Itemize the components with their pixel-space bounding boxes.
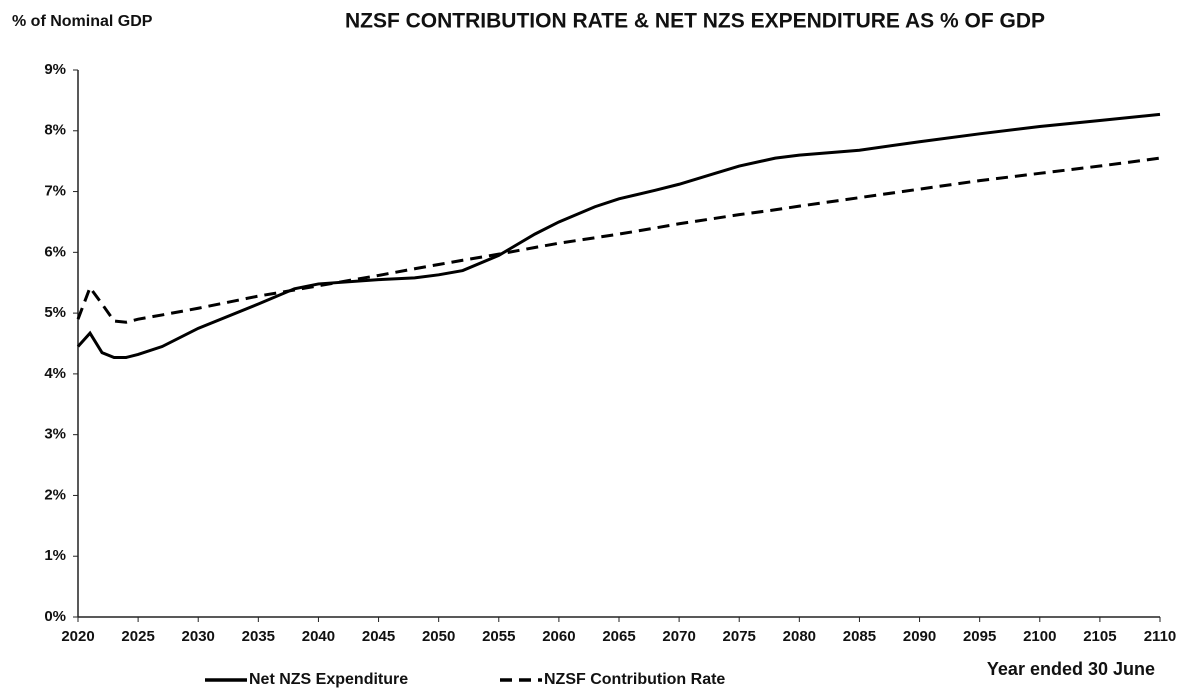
chart-title: NZSF CONTRIBUTION RATE & NET NZS EXPENDI… [345, 10, 1045, 33]
y-tick-label: 7% [44, 183, 66, 200]
x-tick-label: 2095 [963, 628, 996, 645]
x-axis-label: Year ended 30 June [987, 659, 1155, 679]
y-tick-label: 3% [44, 426, 66, 443]
legend-label: Net NZS Expenditure [249, 671, 408, 688]
x-tick-label: 2030 [182, 628, 215, 645]
x-tick-label: 2075 [723, 628, 756, 645]
x-tick-label: 2050 [422, 628, 455, 645]
x-tick-label: 2090 [903, 628, 936, 645]
y-tick-label: 6% [44, 243, 66, 260]
y-tick-label: 0% [44, 608, 66, 625]
x-tick-label: 2080 [783, 628, 816, 645]
y-tick-label: 1% [44, 547, 66, 564]
x-tick-label: 2105 [1083, 628, 1116, 645]
x-tick-label: 2085 [843, 628, 876, 645]
y-tick-label: 9% [44, 61, 66, 78]
x-tick-label: 2040 [302, 628, 335, 645]
y-tick-label: 8% [44, 122, 66, 139]
x-tick-label: 2070 [662, 628, 695, 645]
y-tick-label: 2% [44, 486, 66, 503]
x-tick-label: 2025 [121, 628, 154, 645]
x-tick-label: 2065 [602, 628, 635, 645]
x-tick-label: 2020 [61, 628, 94, 645]
legend-label: NZSF Contribution Rate [544, 671, 725, 688]
x-tick-label: 2035 [242, 628, 275, 645]
line-series [76, 156, 1161, 324]
y-axis-label: % of Nominal GDP [12, 13, 153, 30]
x-tick-label: 2045 [362, 628, 395, 645]
x-tick-label: 2100 [1023, 628, 1056, 645]
x-tick-label: 2060 [542, 628, 575, 645]
line-series [76, 112, 1161, 359]
y-tick-label: 4% [44, 365, 66, 382]
x-tick-label: 2055 [482, 628, 515, 645]
x-tick-label: 2110 [1144, 628, 1177, 645]
y-tick-label: 5% [44, 304, 66, 321]
